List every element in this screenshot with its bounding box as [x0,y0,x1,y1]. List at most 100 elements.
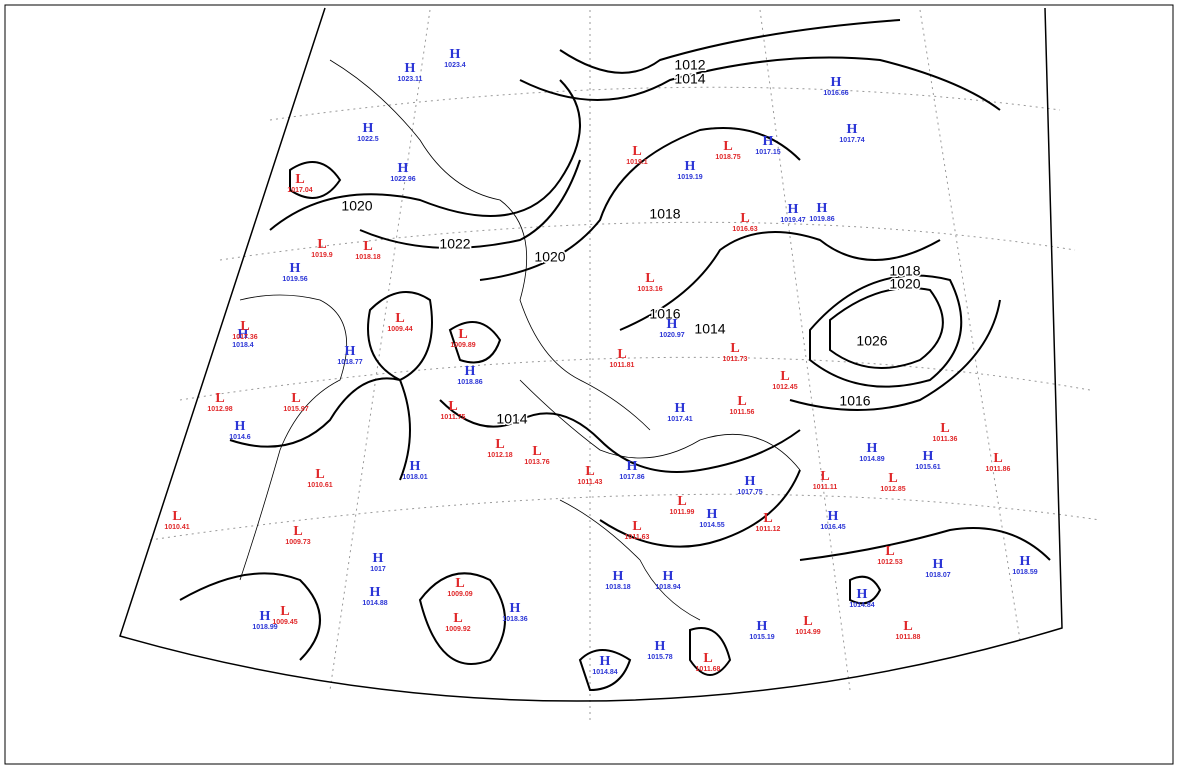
pressure-center-letter: L [617,347,626,362]
pressure-center-value: 1013.76 [524,459,549,466]
pressure-center-letter: L [363,239,372,254]
pressure-center-letter: H [663,569,674,584]
pressure-center-value: 1011.12 [756,526,781,533]
pressure-center-letter: L [240,319,249,334]
pressure-center-value: 1014.6 [229,434,251,441]
pressure-center-value: 1018.94 [655,584,680,591]
pressure-center-letter: H [745,474,756,489]
pressure-center-value: 1014.84 [592,669,617,676]
pressure-center-letter: H [627,459,638,474]
pressure-center-value: 1011.43 [578,479,603,486]
pressure-center-letter: L [903,619,912,634]
pressure-center-letter: H [847,122,858,137]
pressure-center-value: 1017.74 [839,137,864,144]
pressure-center-value: 1017 [370,566,386,573]
pressure-center-letter: H [363,121,374,136]
pressure-center-value: 1014.84 [849,602,874,609]
pressure-center-letter: H [398,161,409,176]
pressure-center-letter: H [817,201,828,216]
pressure-center-value: 1009.92 [445,626,470,633]
pressure-center-value: 1011.63 [625,534,650,541]
pressure-center-letter: L [677,494,686,509]
pressure-center-value: 1018.86 [457,379,482,386]
pressure-center-letter: H [345,344,356,359]
pressure-center-value: 1017.86 [619,474,644,481]
pressure-center-value: 1018.07 [925,572,950,579]
pressure-center-letter: H [857,587,868,602]
pressure-center-value: 1015.78 [647,654,672,661]
isobar-label: 1020 [341,198,372,214]
pressure-center-letter: H [867,441,878,456]
pressure-center-letter: H [675,401,686,416]
pressure-center-letter: L [448,399,457,414]
pressure-center-letter: L [885,544,894,559]
pressure-center-value: 1018.75 [715,154,740,161]
pressure-center-letter: L [803,614,812,629]
pressure-center-value: 1014.55 [699,522,724,529]
pressure-center-letter: H [450,47,461,62]
isobar-label: 1016 [839,393,870,409]
pressure-center-letter: L [585,464,594,479]
pressure-center-letter: H [923,449,934,464]
pressure-center-letter: H [667,317,678,332]
pressure-center-value: 1019.47 [780,217,805,224]
pressure-center-value: 1018.77 [337,359,362,366]
pressure-center-letter: L [458,327,467,342]
pressure-center-value: 1015.61 [915,464,940,471]
pressure-center-value: 1017.41 [667,416,692,423]
pressure-center-letter: H [707,507,718,522]
pressure-center-letter: L [763,511,772,526]
pressure-center-letter: L [453,611,462,626]
pressure-center-value: 1017.04 [287,187,312,194]
isobar-label: 1014 [496,411,527,427]
pressure-center-value: 1019.86 [809,216,834,223]
pressure-center-value: 1011.56 [730,409,755,416]
pressure-center-value: 1019.56 [282,276,307,283]
pressure-center-value: 1018.4 [232,342,254,349]
pressure-center-letter: L [280,604,289,619]
pressure-center-letter: L [315,467,324,482]
pressure-center-letter: H [290,261,301,276]
pressure-center-letter: L [940,421,949,436]
pressure-center-value: 1014.88 [362,600,387,607]
pressure-center-value: 1012.53 [877,559,902,566]
pressure-center-letter: H [405,61,416,76]
pressure-center-value: 1017.15 [755,149,780,156]
isobar-label: 1014 [694,321,725,337]
isobar-label: 1020 [534,249,565,265]
pressure-center-value: 1011.81 [610,362,635,369]
pressure-center-value: 1018.18 [605,584,630,591]
pressure-center-value: 1011.36 [933,436,958,443]
pressure-center-value: 1018.01 [402,474,427,481]
pressure-center-value: 1012.45 [772,384,797,391]
pressure-center-value: 1019.1 [626,159,648,166]
pressure-center-letter: H [510,601,521,616]
pressure-center-letter: L [723,139,732,154]
pressure-center-value: 1016.63 [732,226,757,233]
pressure-center-letter: L [455,576,464,591]
pressure-center-value: 1015.19 [749,634,774,641]
pressure-center-letter: L [993,451,1002,466]
pressure-center-value: 1023.4 [444,62,466,69]
pressure-center-letter: L [820,469,829,484]
pressure-center-value: 1011.75 [441,414,466,421]
pressure-center-letter: L [730,341,739,356]
pressure-center-letter: L [888,471,897,486]
pressure-center-value: 1016.66 [823,90,848,97]
pressure-center-letter: H [763,134,774,149]
pressure-center-value: 1013.16 [637,286,662,293]
pressure-center-letter: H [370,585,381,600]
isobar-label: 1020 [889,276,920,292]
pressure-center-value: 1015.97 [283,406,308,413]
pressure-center-value: 1011.11 [813,484,838,491]
pressure-center-value: 1009.45 [272,619,297,626]
pressure-center-letter: L [495,437,504,452]
pressure-center-letter: L [737,394,746,409]
pressure-center-value: 1018.59 [1012,569,1037,576]
pressure-center-value: 1011.86 [986,466,1011,473]
pressure-center-value: 1010.61 [307,482,332,489]
pressure-center-value: 1011.88 [896,634,921,641]
isobar-label: 1026 [856,333,887,349]
pressure-center-value: 1016.45 [820,524,845,531]
pressure-center-value: 1023.11 [398,76,423,83]
